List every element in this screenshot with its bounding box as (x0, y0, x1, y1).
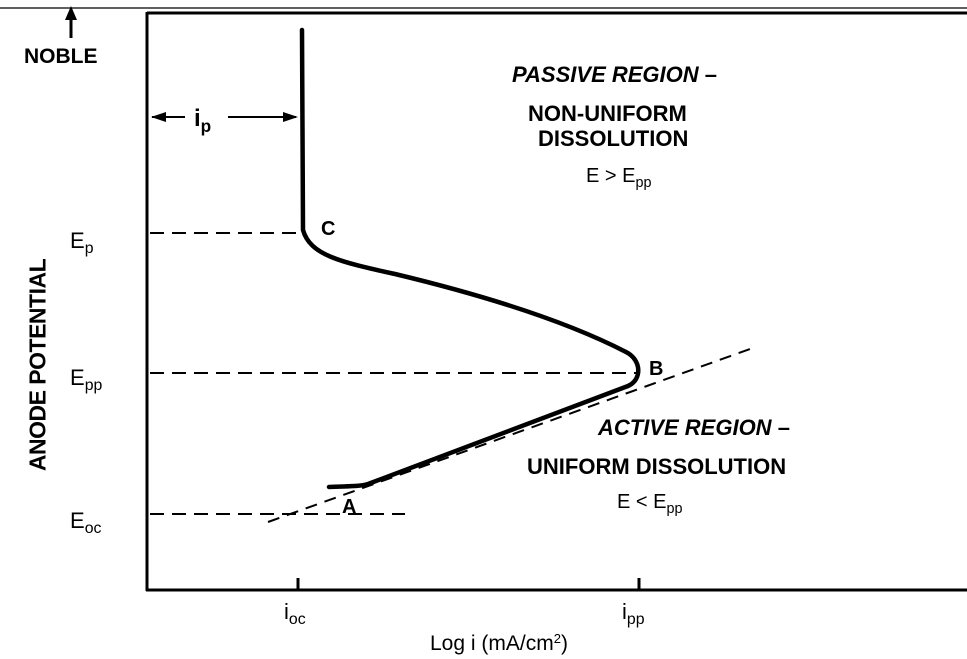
point-b-label: B (649, 358, 664, 380)
tick-label-eoc-sub: oc (84, 520, 102, 538)
x-axis-label-main: Log i (mA/cm (430, 632, 554, 655)
tick-label-epp-sub: pp (84, 377, 103, 395)
passive-title-dash: – (698, 62, 717, 87)
noble-arrow-head (65, 6, 77, 20)
tick-label-ipp-main: i (622, 599, 627, 624)
tick-label-epp: Epp (70, 365, 102, 394)
active-title-text: ACTIVE REGION (598, 415, 772, 440)
tick-label-ep-main: E (70, 228, 85, 253)
tick-label-ep: Ep (70, 228, 94, 257)
passive-condition-sub: pp (635, 174, 652, 191)
active-condition-main: E < E (617, 491, 667, 513)
passive-title: PASSIVE REGION – (512, 64, 717, 86)
tick-label-ipp: ipp (622, 599, 645, 628)
active-title-dash: – (771, 415, 790, 440)
point-a-label: A (342, 496, 357, 518)
passive-title-text: PASSIVE REGION (512, 62, 699, 87)
dash-tafel (267, 348, 751, 523)
polarization-curve (299, 27, 641, 490)
x-axis-label-sup: 2 (553, 630, 561, 646)
active-condition: E < Epp (617, 491, 683, 516)
active-line2: UNIFORM DISSOLUTION (527, 454, 787, 479)
tick-label-epp-main: E (70, 365, 85, 390)
passive-line2: NON-UNIFORM (528, 101, 687, 126)
tick-label-ioc-sub: oc (288, 611, 306, 629)
tick-label-ipp-sub: pp (626, 611, 645, 629)
point-c-label: C (321, 218, 336, 240)
tick-label-ioc-main: i (284, 599, 289, 624)
passive-condition: E > Epp (586, 165, 652, 190)
passive-line3: DISSOLUTION (538, 126, 689, 151)
x-axis-label: Log i (mA/cm2) (430, 630, 568, 655)
ip-label: ip (194, 105, 211, 135)
active-title: ACTIVE REGION – (598, 417, 790, 439)
tick-label-eoc-main: E (70, 508, 85, 533)
ip-arrow-right-head (283, 112, 298, 122)
ip-arrow-left-head (151, 112, 166, 122)
tick-label-ep-sub: p (84, 240, 94, 258)
ip-label-main: i (194, 105, 201, 132)
y-axis-label: ANODE POTENTIAL (24, 258, 51, 472)
x-axis-label-end: ) (560, 632, 568, 655)
passive-condition-main: E > E (586, 165, 636, 187)
ip-label-sub: p (200, 115, 212, 136)
tick-label-ioc: ioc (284, 599, 306, 628)
noble-label: NOBLE (24, 45, 98, 68)
tick-label-eoc: Eoc (70, 508, 101, 537)
active-condition-sub: pp (666, 500, 683, 517)
